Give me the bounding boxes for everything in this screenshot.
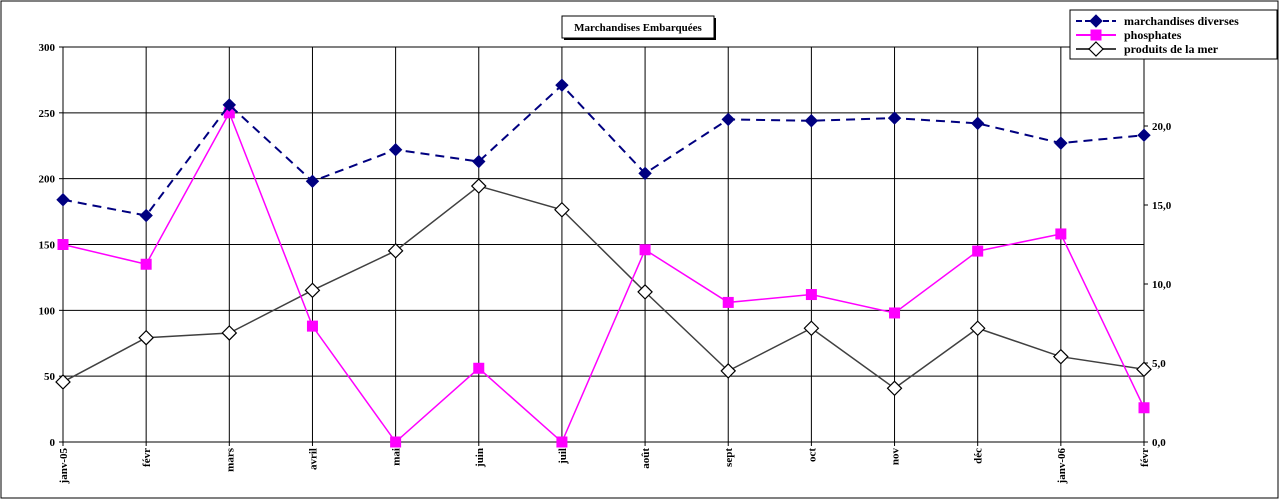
x-tick-label: janv-05	[58, 448, 70, 485]
gridlines	[62, 46, 1145, 443]
data-point	[306, 320, 318, 332]
legend-label: phosphates	[1124, 28, 1182, 42]
data-point	[138, 329, 155, 346]
data-point	[472, 154, 486, 169]
data-point	[638, 166, 652, 181]
left-y-axis: 0 50 100 150 200 250 300	[39, 42, 63, 449]
data-point	[1136, 361, 1152, 378]
series	[55, 78, 1152, 448]
data-point	[1054, 136, 1068, 150]
data-point	[1055, 228, 1067, 240]
right-y-axis: 0,0 5,0 10,0 15,0 20,0	[1144, 121, 1172, 449]
data-point	[55, 374, 71, 390]
data-point	[221, 325, 238, 341]
right-tick-label: 0,0	[1152, 437, 1166, 449]
legend-marker	[1089, 14, 1103, 28]
data-point	[57, 239, 69, 250]
data-point	[390, 436, 402, 448]
series-line	[62, 111, 1145, 444]
left-tick-label: 50	[44, 371, 56, 383]
data-point	[305, 174, 320, 189]
data-point	[473, 362, 485, 374]
legend: marchandises diversesphosphatesproduits …	[1069, 9, 1278, 60]
series-phosphates	[57, 107, 1150, 448]
data-point	[969, 320, 986, 337]
data-point	[970, 116, 985, 131]
x-tick-label: juil	[557, 448, 569, 465]
series-line	[62, 83, 1145, 217]
left-tick-label: 150	[39, 240, 56, 252]
data-point	[56, 193, 70, 207]
x-tick-label: avril	[307, 448, 319, 470]
data-point	[139, 208, 153, 223]
x-tick-label: févr	[1139, 448, 1151, 467]
x-tick-label: nov	[890, 448, 902, 466]
left-tick-label: 300	[39, 42, 56, 54]
series-marchandises-diverses	[56, 78, 1151, 223]
right-tick-label: 10,0	[1152, 279, 1172, 291]
data-point	[721, 112, 735, 127]
data-point	[805, 289, 817, 301]
data-point	[886, 380, 903, 397]
data-point	[1052, 348, 1069, 365]
data-point	[720, 363, 737, 379]
data-point	[1138, 402, 1150, 414]
x-tick-label: déc	[973, 448, 985, 464]
data-point	[556, 436, 568, 448]
data-point	[804, 114, 819, 128]
x-tick-label: juin	[474, 448, 486, 468]
data-point	[388, 142, 403, 157]
data-point	[887, 111, 902, 125]
data-point	[637, 284, 653, 300]
series-produits-de-la-mer	[55, 178, 1152, 397]
right-tick-label: 20,0	[1152, 121, 1172, 133]
x-axis: janv-05 févr mars avril mai juin juil août sept o…	[58, 442, 1151, 484]
x-tick-label: oct	[806, 448, 818, 462]
data-point	[889, 307, 901, 319]
data-point	[803, 320, 820, 337]
right-tick-label: 5,0	[1152, 358, 1166, 370]
x-tick-label: janv-06	[1056, 448, 1068, 485]
x-tick-label: févr	[141, 448, 153, 467]
data-point	[304, 282, 321, 299]
data-point	[722, 296, 734, 308]
x-tick-label: mars	[224, 447, 236, 472]
x-tick-label: mai	[391, 448, 403, 466]
left-tick-label: 200	[39, 174, 56, 186]
data-point	[387, 242, 404, 259]
data-point	[555, 78, 569, 92]
data-point	[140, 258, 152, 270]
left-tick-label: 100	[39, 305, 56, 317]
x-tick-label: sept	[723, 448, 735, 467]
right-tick-label: 15,0	[1152, 200, 1172, 212]
chart-title: Marchandises Embarquées	[574, 22, 702, 34]
left-tick-label: 0	[50, 437, 56, 449]
data-point	[554, 201, 570, 218]
legend-label: produits de la mer	[1124, 42, 1219, 56]
data-point	[972, 245, 984, 257]
data-point	[222, 98, 237, 112]
title-box	[561, 15, 715, 39]
data-point	[639, 244, 651, 256]
chart-title-box: Marchandises Embarquées	[561, 15, 716, 40]
legend-marker	[1088, 41, 1104, 57]
legend-label: marchandises diverses	[1124, 14, 1239, 28]
data-point	[470, 178, 487, 194]
left-tick-label: 250	[39, 108, 56, 120]
legend-marker	[1090, 29, 1102, 41]
series-line	[62, 185, 1145, 390]
data-point	[1137, 128, 1151, 142]
x-tick-label: août	[640, 448, 652, 469]
